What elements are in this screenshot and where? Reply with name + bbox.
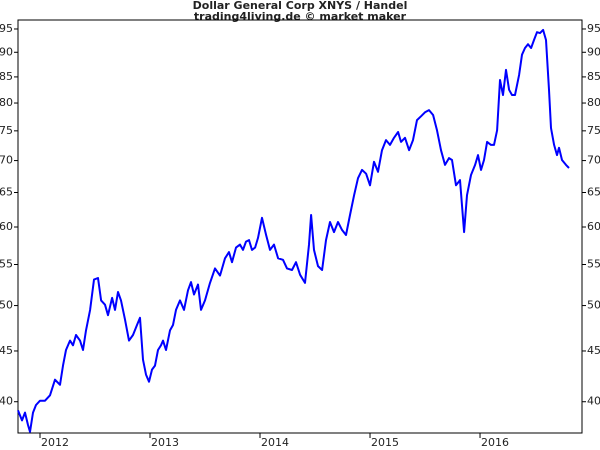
y-tick-label-right: 55 bbox=[587, 257, 600, 270]
x-tick-label: 2015 bbox=[371, 436, 399, 449]
y-tick-label: 90 bbox=[0, 45, 13, 58]
y-tick-label-right: 45 bbox=[587, 344, 600, 357]
y-tick-label: 50 bbox=[0, 299, 13, 312]
y-tick-label-right: 85 bbox=[587, 70, 600, 83]
y-tick-label: 80 bbox=[0, 96, 13, 109]
y-tick-label-right: 50 bbox=[587, 299, 600, 312]
y-tick-label-right: 60 bbox=[587, 220, 600, 233]
y-tick-label-right: 75 bbox=[587, 124, 600, 137]
y-tick-label-right: 40 bbox=[587, 395, 600, 408]
x-tick-label: 2013 bbox=[151, 436, 179, 449]
chart-subtitle: trading4living.de © market maker bbox=[194, 10, 407, 23]
y-tick-label: 60 bbox=[0, 220, 13, 233]
y-tick-label-right: 90 bbox=[587, 45, 600, 58]
x-tick-label: 2012 bbox=[41, 436, 69, 449]
y-tick-label: 75 bbox=[0, 124, 13, 137]
y-tick-label-right: 65 bbox=[587, 186, 600, 199]
y-tick-label: 45 bbox=[0, 344, 13, 357]
x-tick-label: 2016 bbox=[481, 436, 509, 449]
x-tick-label: 2014 bbox=[261, 436, 289, 449]
y-tick-label: 65 bbox=[0, 186, 13, 199]
plot-frame bbox=[17, 19, 583, 434]
y-tick-label: 55 bbox=[0, 257, 13, 270]
y-tick-label: 40 bbox=[0, 395, 13, 408]
y-tick-label: 70 bbox=[0, 154, 13, 167]
y-tick-label-right: 80 bbox=[587, 96, 600, 109]
y-tick-label: 95 bbox=[0, 22, 13, 35]
price-line bbox=[17, 28, 570, 433]
y-tick-label: 85 bbox=[0, 70, 13, 83]
y-tick-label-right: 70 bbox=[587, 154, 600, 167]
chart-title: Dollar General Corp XNYS / Handel bbox=[193, 0, 408, 12]
y-tick-label-right: 95 bbox=[587, 22, 600, 35]
